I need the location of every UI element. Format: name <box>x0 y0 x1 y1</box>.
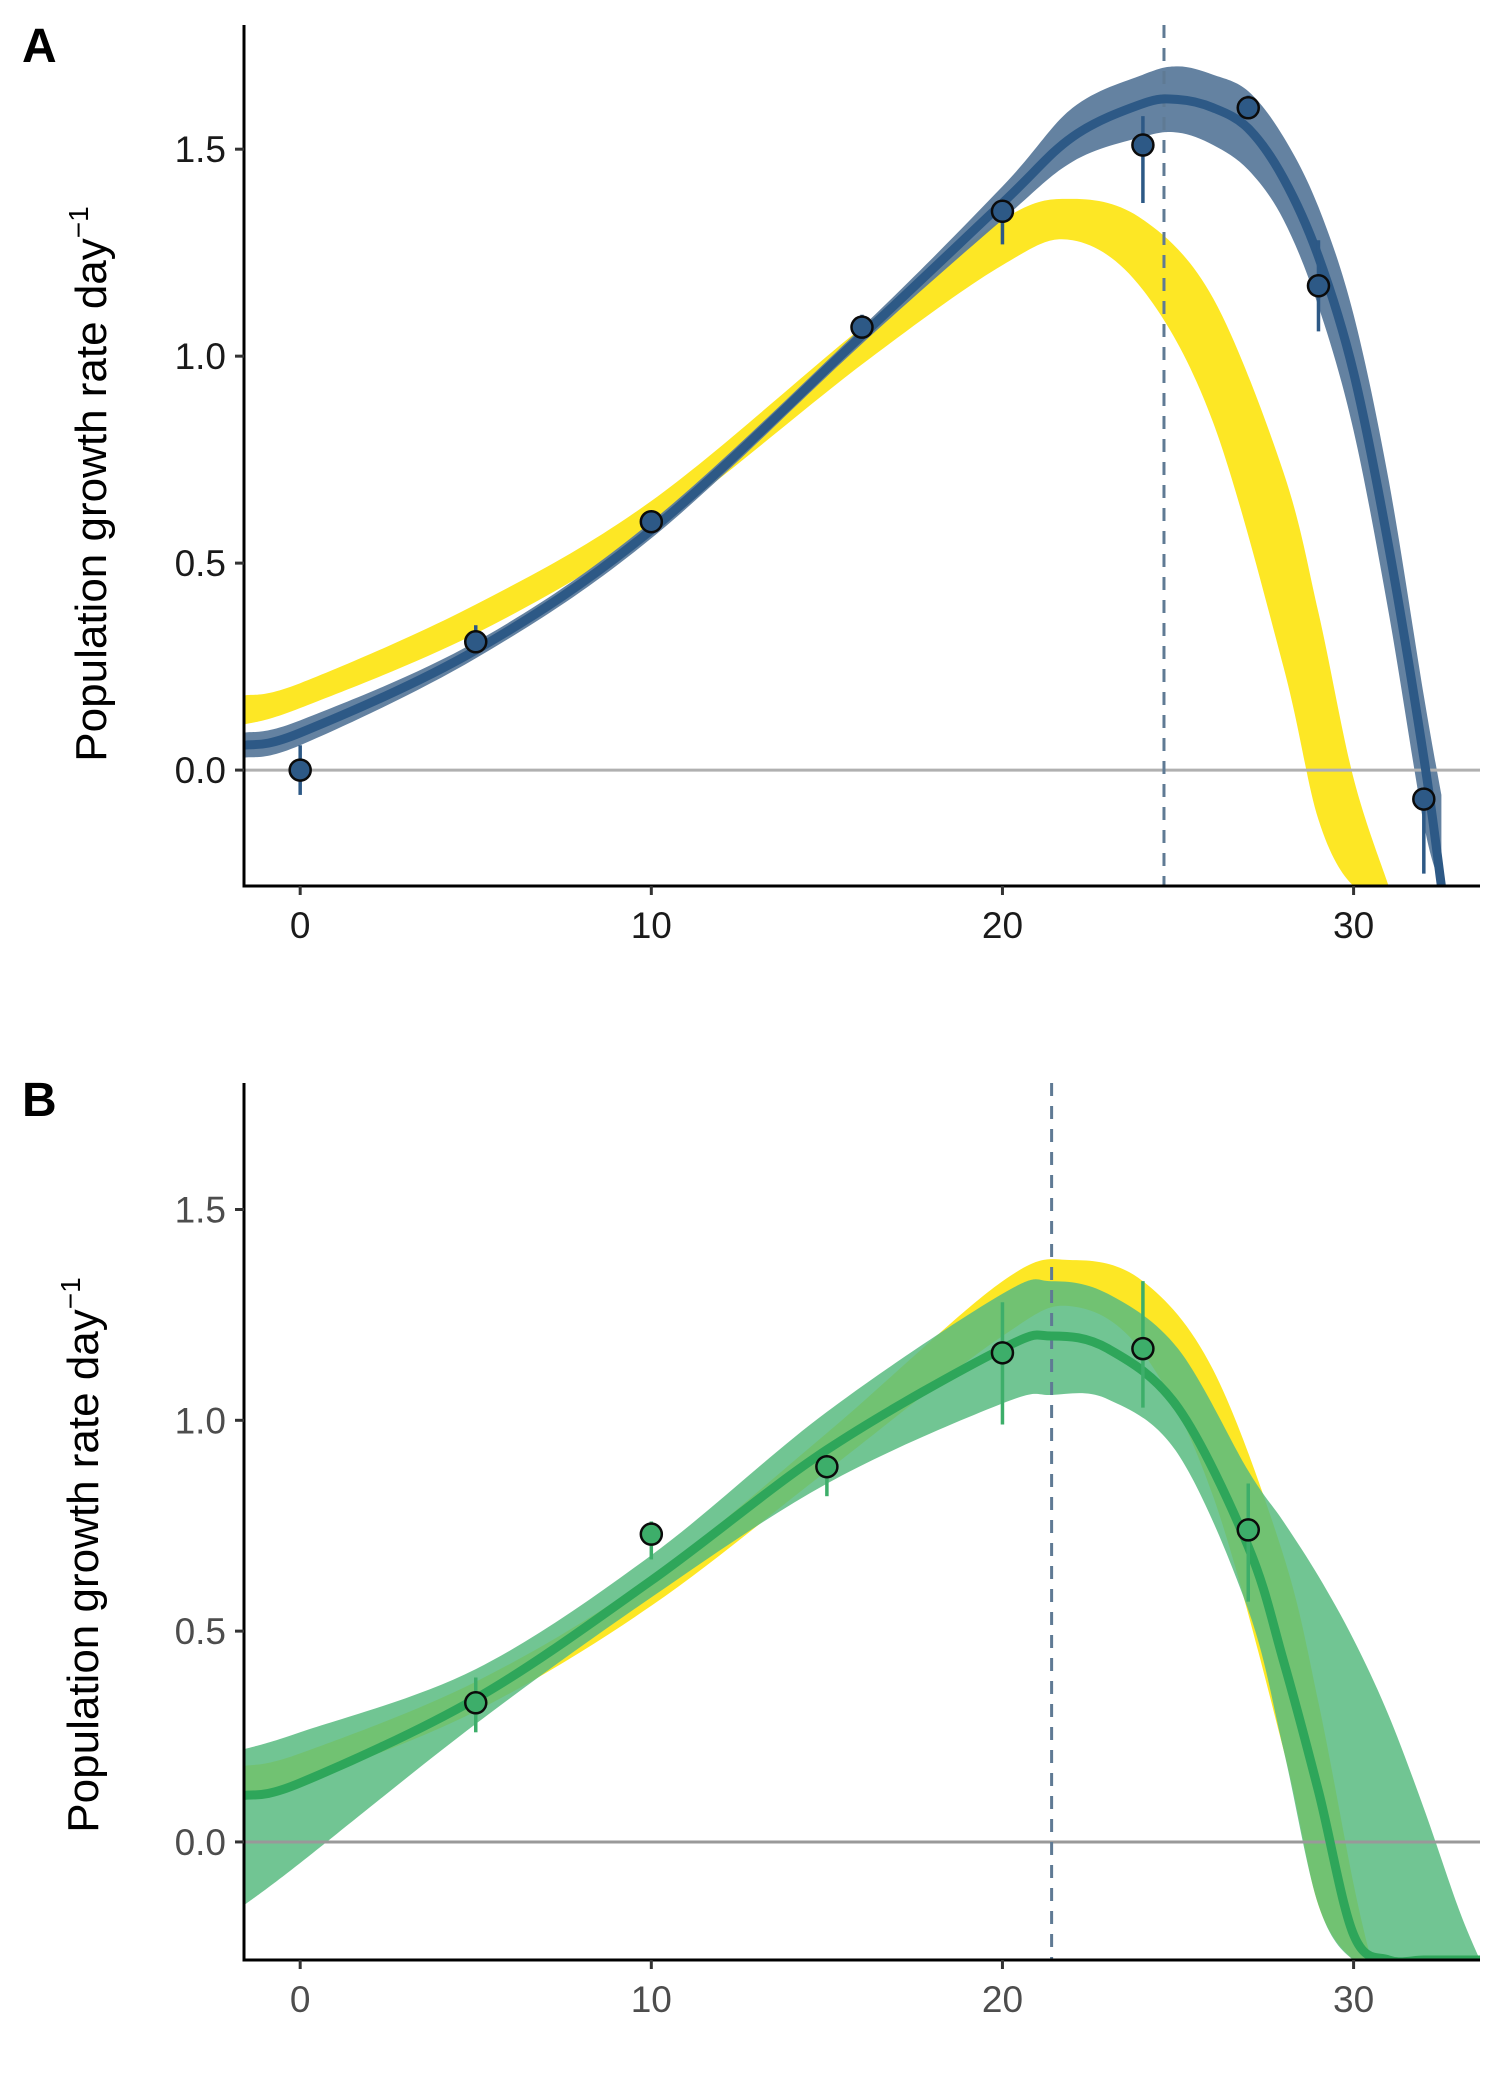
x-tick-label-a: 0 <box>290 905 311 946</box>
x-tick-label-b: 0 <box>290 1979 311 2020</box>
reference-band-a <box>244 198 1389 886</box>
data-point-b <box>815 1454 839 1479</box>
y-tick-label-b: 1.5 <box>175 1189 226 1230</box>
panel-b-label: B <box>22 1074 57 1127</box>
panel-a-ylabel: Population growth rate day−1 <box>63 206 116 761</box>
panel-a-plot: 0.0 0.5 1.0 1.5 0 10 20 30 <box>175 25 1480 946</box>
data-point-a <box>464 630 488 654</box>
reference-band-b <box>244 1259 1372 1960</box>
data-point-a <box>1412 787 1436 811</box>
x-tick-label-a: 20 <box>982 905 1023 946</box>
data-point-a <box>1131 133 1155 157</box>
panel-b-ylabel-text: Population growth rate day <box>59 1309 108 1832</box>
x-tick-label-b: 20 <box>982 1979 1023 2020</box>
panel-b-ylabel: Population growth rate day−1 <box>55 1277 108 1832</box>
data-point-a <box>1236 96 1260 120</box>
data-point-a <box>288 758 312 782</box>
data-point-b <box>639 1522 664 1546</box>
plot-area-b <box>244 1083 1480 1960</box>
y-tick-label-a: 0.5 <box>175 543 226 584</box>
x-tick-label-a: 10 <box>631 905 672 946</box>
data-point-a <box>1306 274 1331 298</box>
x-tick-label-b: 30 <box>1333 1979 1374 2020</box>
fit-line-b <box>244 1330 1480 1960</box>
data-point-a <box>990 199 1015 224</box>
series-ci-band-b <box>244 1279 1480 1960</box>
panel-a-ylabel-text: Population growth rate day <box>67 238 116 761</box>
data-point-b <box>1131 1336 1155 1361</box>
x-tick-label-b: 10 <box>631 1979 672 2020</box>
y-tick-label-b: 1.0 <box>175 1400 226 1441</box>
data-point-a <box>639 509 664 534</box>
y-tick-label-b: 0.0 <box>175 1822 226 1863</box>
data-point-b <box>1236 1518 1260 1542</box>
y-tick-label-b: 0.5 <box>175 1611 226 1652</box>
data-point-a <box>850 315 874 339</box>
y-tick-label-a: 0.0 <box>175 750 226 791</box>
data-point-b <box>990 1341 1015 1365</box>
panel-b-ylabel-superscript: −1 <box>55 1277 86 1309</box>
plot-area-a <box>244 25 1480 886</box>
panel-b-plot: 0.0 0.5 1.0 1.5 0 10 20 30 <box>175 1083 1480 2020</box>
data-point-b <box>464 1691 488 1715</box>
x-tick-label-a: 30 <box>1333 905 1374 946</box>
y-tick-label-a: 1.5 <box>175 129 226 170</box>
panel-a-ylabel-superscript: −1 <box>63 206 94 238</box>
fit-line-a <box>244 94 1446 886</box>
y-tick-label-a: 1.0 <box>175 336 226 377</box>
panel-a-label: A <box>22 20 57 73</box>
